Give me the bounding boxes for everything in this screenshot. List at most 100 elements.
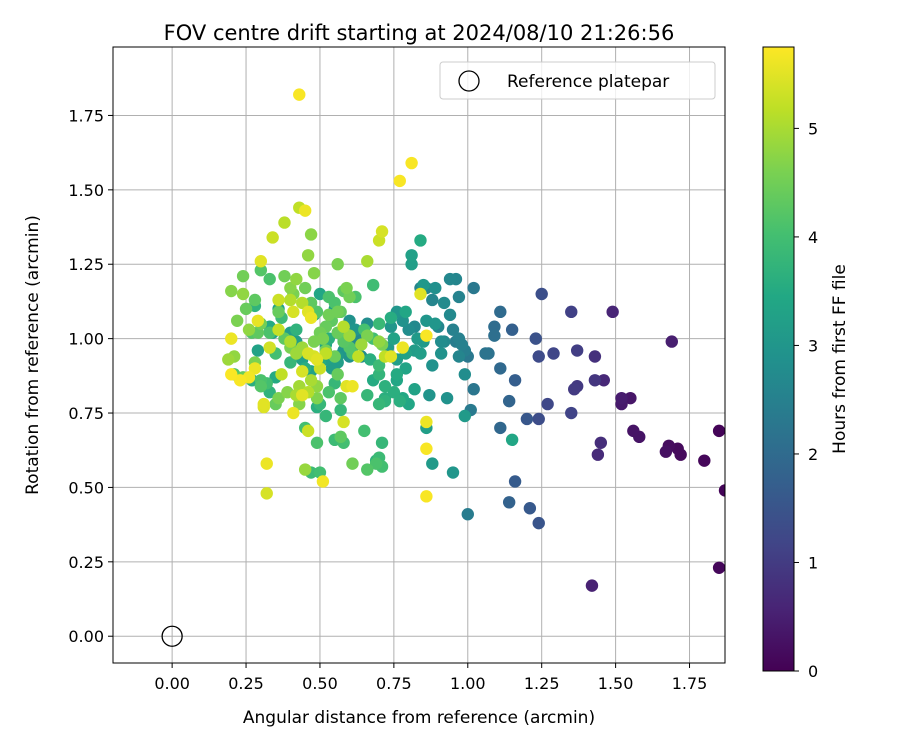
data-point xyxy=(505,433,519,447)
x-tick-label: 0.75 xyxy=(376,674,412,693)
data-point xyxy=(426,457,439,470)
data-point xyxy=(712,424,725,438)
data-point xyxy=(446,466,460,479)
data-point xyxy=(230,314,244,327)
data-point xyxy=(304,228,318,241)
legend-box xyxy=(439,61,716,100)
data-point xyxy=(278,216,291,229)
colorbar-tick-label: 5 xyxy=(808,119,818,138)
data-point xyxy=(399,362,412,375)
data-point xyxy=(361,255,374,268)
data-point xyxy=(251,314,265,327)
data-point xyxy=(284,281,297,295)
data-point xyxy=(310,436,324,449)
data-point xyxy=(304,311,318,325)
data-point xyxy=(346,457,359,470)
data-point xyxy=(434,335,448,348)
data-point xyxy=(316,475,330,488)
data-point xyxy=(346,380,359,393)
data-point xyxy=(565,305,578,319)
y-tick-label: 1.75 xyxy=(68,106,104,125)
data-point xyxy=(627,424,640,438)
data-point xyxy=(502,394,516,408)
data-point xyxy=(532,516,545,530)
data-point xyxy=(372,317,386,330)
data-point xyxy=(420,490,433,503)
colorbar-label: Hours from first FF file xyxy=(830,264,850,454)
data-point xyxy=(508,374,522,387)
data-point xyxy=(272,305,285,319)
data-point xyxy=(337,320,350,333)
data-point xyxy=(384,350,398,363)
data-point xyxy=(505,323,519,336)
data-point xyxy=(452,290,466,304)
data-point xyxy=(565,406,578,420)
data-point xyxy=(479,347,492,360)
data-point xyxy=(405,249,418,262)
data-point xyxy=(307,335,321,348)
data-point xyxy=(405,258,418,271)
data-point xyxy=(298,463,312,476)
data-point xyxy=(606,305,619,319)
data-point xyxy=(260,487,273,500)
data-point xyxy=(257,397,270,411)
x-tick-label: 1.00 xyxy=(450,674,486,693)
data-point xyxy=(331,368,344,381)
data-point xyxy=(293,88,306,101)
data-point xyxy=(301,249,315,262)
data-point xyxy=(248,293,262,307)
data-point xyxy=(284,293,297,307)
data-point xyxy=(319,409,333,423)
data-point xyxy=(225,368,238,381)
data-point xyxy=(322,385,336,399)
data-point xyxy=(414,234,427,247)
data-point xyxy=(718,484,725,497)
data-point xyxy=(423,388,436,402)
data-point xyxy=(296,365,309,378)
x-tick-label: 0.00 xyxy=(154,674,190,693)
data-point xyxy=(390,368,404,381)
data-point xyxy=(287,406,300,420)
data-point xyxy=(547,347,560,360)
data-point xyxy=(361,463,374,476)
y-tick-label: 1.00 xyxy=(68,330,104,349)
colorbar-gradient xyxy=(762,46,795,672)
data-point xyxy=(263,341,276,354)
data-point xyxy=(426,293,439,307)
data-point xyxy=(440,391,454,405)
data-point xyxy=(310,391,324,405)
data-points xyxy=(222,88,725,592)
data-point xyxy=(284,335,297,348)
data-point xyxy=(532,350,545,363)
data-point xyxy=(358,424,371,438)
data-point xyxy=(375,225,389,238)
data-point xyxy=(615,391,628,405)
data-point xyxy=(287,305,300,319)
colorbar-tick-label: 4 xyxy=(808,228,818,247)
data-point xyxy=(420,329,433,342)
data-point xyxy=(222,353,235,366)
data-point xyxy=(251,344,265,357)
data-point xyxy=(225,332,238,345)
x-axis-ticks: 0.00 0.25 0.50 0.75 1.00 1.25 1.50 1.75 xyxy=(154,663,707,693)
data-point xyxy=(535,287,548,301)
y-axis-label: Rotation from reference (arcmin) xyxy=(23,215,43,495)
data-point xyxy=(624,391,637,405)
data-point xyxy=(272,323,285,336)
y-tick-label: 0.00 xyxy=(68,627,104,646)
data-point xyxy=(272,391,285,405)
data-point xyxy=(233,374,247,387)
data-point xyxy=(429,281,442,295)
data-point xyxy=(665,335,678,348)
data-point xyxy=(393,394,406,408)
data-point xyxy=(588,374,602,387)
data-point xyxy=(254,255,268,268)
data-point xyxy=(372,335,386,348)
data-point xyxy=(361,329,374,342)
data-point xyxy=(414,287,427,301)
data-point xyxy=(420,415,433,429)
data-point xyxy=(301,424,315,438)
data-point xyxy=(248,362,262,375)
data-point xyxy=(594,436,608,449)
data-point xyxy=(266,231,279,244)
